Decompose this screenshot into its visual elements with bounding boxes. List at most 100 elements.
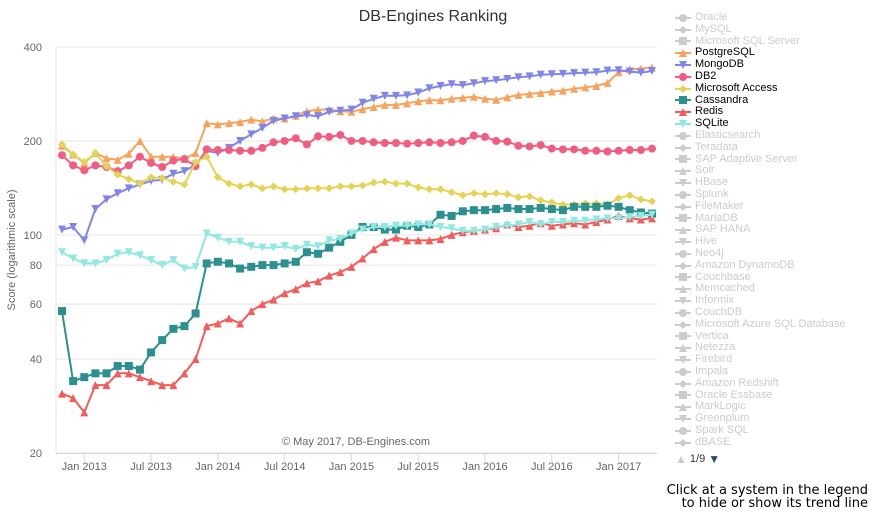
data-point[interactable] bbox=[236, 117, 245, 126]
data-point[interactable] bbox=[469, 79, 478, 88]
data-point[interactable] bbox=[425, 185, 434, 194]
data-point[interactable] bbox=[224, 179, 233, 188]
data-point[interactable] bbox=[525, 72, 534, 81]
data-point[interactable] bbox=[458, 226, 467, 235]
data-point[interactable] bbox=[481, 190, 490, 199]
data-point[interactable] bbox=[202, 229, 211, 238]
data-point[interactable] bbox=[570, 69, 579, 78]
data-point[interactable] bbox=[636, 68, 645, 77]
data-point[interactable] bbox=[158, 163, 167, 172]
data-point[interactable] bbox=[536, 203, 545, 212]
data-point[interactable] bbox=[236, 264, 245, 273]
data-point[interactable] bbox=[102, 256, 111, 265]
data-point[interactable] bbox=[525, 142, 534, 151]
data-point[interactable] bbox=[291, 285, 300, 294]
data-point[interactable] bbox=[536, 88, 545, 97]
legend-item-amazon-redshift[interactable]: Amazon Redshift bbox=[675, 377, 875, 390]
data-point[interactable] bbox=[380, 237, 389, 246]
legend-item-mariadb[interactable]: MariaDB bbox=[675, 212, 875, 225]
data-point[interactable] bbox=[369, 178, 378, 187]
data-point[interactable] bbox=[481, 206, 490, 215]
legend-item-impala[interactable]: Impala bbox=[675, 365, 875, 378]
data-point[interactable] bbox=[625, 146, 634, 155]
data-point[interactable] bbox=[91, 259, 100, 268]
data-point[interactable] bbox=[358, 225, 367, 234]
data-point[interactable] bbox=[180, 369, 189, 378]
data-point[interactable] bbox=[525, 205, 534, 214]
data-point[interactable] bbox=[336, 130, 345, 139]
data-point[interactable] bbox=[291, 257, 300, 266]
data-point[interactable] bbox=[514, 205, 523, 214]
data-point[interactable] bbox=[180, 180, 189, 189]
data-point[interactable] bbox=[224, 259, 233, 268]
data-point[interactable] bbox=[213, 257, 222, 266]
data-point[interactable] bbox=[403, 221, 412, 230]
data-point[interactable] bbox=[547, 87, 556, 96]
data-point[interactable] bbox=[358, 254, 367, 263]
legend-item-neo4j[interactable]: Neo4j bbox=[675, 247, 875, 260]
data-point[interactable] bbox=[247, 180, 256, 189]
data-point[interactable] bbox=[481, 132, 490, 141]
legend-item-mongodb[interactable]: MongoDB bbox=[675, 58, 875, 71]
data-point[interactable] bbox=[202, 119, 211, 128]
data-point[interactable] bbox=[447, 224, 456, 233]
data-point[interactable] bbox=[391, 179, 400, 188]
data-point[interactable] bbox=[147, 348, 156, 357]
data-point[interactable] bbox=[558, 217, 567, 226]
data-point[interactable] bbox=[436, 185, 445, 194]
legend-item-oracle[interactable]: Oracle bbox=[675, 11, 875, 24]
data-point[interactable] bbox=[391, 91, 400, 100]
data-point[interactable] bbox=[369, 245, 378, 254]
data-point[interactable] bbox=[124, 149, 133, 158]
data-point[interactable] bbox=[224, 119, 233, 128]
data-point[interactable] bbox=[169, 324, 178, 333]
data-point[interactable] bbox=[469, 92, 478, 101]
legend-item-firebird[interactable]: Firebird bbox=[675, 353, 875, 366]
data-point[interactable] bbox=[325, 107, 334, 116]
data-point[interactable] bbox=[558, 206, 567, 215]
data-point[interactable] bbox=[458, 136, 467, 145]
legend-item-sap-adaptive-server[interactable]: SAP Adaptive Server bbox=[675, 153, 875, 166]
data-point[interactable] bbox=[135, 251, 144, 260]
data-point[interactable] bbox=[69, 161, 78, 170]
data-point[interactable] bbox=[236, 136, 245, 145]
data-point[interactable] bbox=[380, 91, 389, 100]
data-point[interactable] bbox=[213, 120, 222, 129]
data-point[interactable] bbox=[503, 221, 512, 230]
data-point[interactable] bbox=[603, 78, 612, 87]
data-point[interactable] bbox=[213, 173, 222, 182]
data-point[interactable] bbox=[80, 236, 89, 245]
data-point[interactable] bbox=[91, 369, 100, 378]
legend-item-informix[interactable]: Informix bbox=[675, 294, 875, 307]
legend-item-postgresql[interactable]: PostgreSQL bbox=[675, 47, 875, 59]
data-point[interactable] bbox=[391, 221, 400, 230]
data-point[interactable] bbox=[135, 373, 144, 382]
data-point[interactable] bbox=[113, 362, 122, 371]
legend-item-sap-hana[interactable]: SAP HANA bbox=[675, 224, 875, 236]
data-point[interactable] bbox=[358, 105, 367, 114]
data-point[interactable] bbox=[247, 242, 256, 251]
data-point[interactable] bbox=[481, 225, 490, 234]
data-point[interactable] bbox=[135, 179, 144, 188]
data-point[interactable] bbox=[492, 222, 501, 231]
data-point[interactable] bbox=[314, 132, 323, 141]
data-point[interactable] bbox=[158, 381, 167, 390]
data-point[interactable] bbox=[102, 381, 111, 390]
data-point[interactable] bbox=[258, 184, 267, 193]
data-point[interactable] bbox=[369, 94, 378, 103]
data-point[interactable] bbox=[514, 220, 523, 229]
data-point[interactable] bbox=[213, 146, 222, 155]
data-point[interactable] bbox=[258, 124, 267, 133]
data-point[interactable] bbox=[581, 68, 590, 77]
data-point[interactable] bbox=[314, 249, 323, 258]
data-point[interactable] bbox=[648, 197, 656, 206]
data-point[interactable] bbox=[325, 271, 334, 280]
legend-item-netezza[interactable]: Netezza bbox=[675, 342, 875, 354]
data-point[interactable] bbox=[336, 235, 345, 244]
data-point[interactable] bbox=[525, 89, 534, 98]
data-point[interactable] bbox=[80, 259, 89, 268]
data-point[interactable] bbox=[58, 151, 66, 160]
data-point[interactable] bbox=[213, 233, 222, 242]
legend-item-couchbase[interactable]: Couchbase bbox=[675, 271, 875, 284]
data-point[interactable] bbox=[603, 201, 612, 210]
